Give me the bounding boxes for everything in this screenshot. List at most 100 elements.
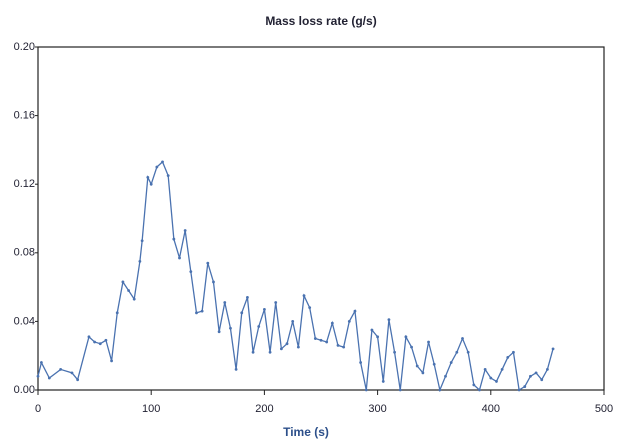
data-point bbox=[140, 239, 144, 243]
data-point bbox=[512, 350, 515, 354]
x-tick-label: 300 bbox=[368, 403, 386, 415]
data-point bbox=[506, 356, 510, 359]
data-point bbox=[364, 388, 368, 392]
y-tick-label: 0.16 bbox=[14, 110, 35, 122]
x-tick-label: 500 bbox=[595, 403, 613, 415]
data-point bbox=[421, 371, 425, 375]
data-point bbox=[251, 350, 255, 354]
data-point bbox=[47, 376, 51, 380]
data-point bbox=[146, 175, 150, 179]
data-point bbox=[149, 182, 153, 186]
data-point bbox=[138, 259, 142, 263]
data-point bbox=[410, 345, 413, 349]
data-point bbox=[461, 337, 464, 340]
x-tick-label: 200 bbox=[255, 403, 273, 415]
data-point bbox=[76, 378, 80, 382]
data-point bbox=[104, 338, 108, 342]
data-point bbox=[325, 340, 329, 344]
data-point bbox=[223, 301, 227, 304]
data-point bbox=[268, 350, 272, 354]
data-point bbox=[39, 361, 43, 364]
data-point bbox=[393, 350, 396, 354]
data-point bbox=[59, 368, 63, 371]
y-tick-label: 0.04 bbox=[14, 315, 35, 327]
data-point bbox=[70, 371, 74, 375]
data-point bbox=[285, 342, 289, 346]
data-point bbox=[234, 368, 238, 371]
data-point bbox=[455, 350, 459, 354]
data-point bbox=[376, 335, 379, 339]
data-point bbox=[444, 374, 447, 378]
data-point bbox=[110, 359, 113, 363]
data-point bbox=[87, 335, 91, 339]
data-point bbox=[206, 261, 210, 265]
data-point bbox=[438, 388, 442, 392]
x-tick-label: 0 bbox=[35, 403, 41, 415]
data-point bbox=[183, 229, 187, 232]
data-point bbox=[229, 326, 232, 330]
data-point bbox=[398, 388, 402, 392]
data-point bbox=[155, 165, 159, 169]
data-point bbox=[546, 368, 549, 371]
data-point bbox=[432, 362, 436, 366]
y-tick-label: 0.12 bbox=[14, 178, 35, 190]
data-point bbox=[449, 361, 453, 364]
data-point bbox=[240, 311, 244, 315]
data-point bbox=[353, 309, 357, 313]
data-point bbox=[540, 378, 544, 382]
data-point bbox=[387, 318, 391, 322]
data-point bbox=[161, 160, 164, 164]
data-point bbox=[381, 380, 385, 383]
data-point bbox=[489, 376, 493, 380]
data-point bbox=[189, 270, 193, 274]
data-point bbox=[127, 289, 130, 292]
data-point bbox=[529, 374, 532, 378]
data-point bbox=[495, 380, 498, 383]
data-point bbox=[132, 297, 136, 301]
chart-title: Mass loss rate (g/s) bbox=[265, 14, 376, 28]
data-point bbox=[483, 368, 487, 371]
data-point bbox=[217, 330, 221, 334]
data-point bbox=[178, 256, 181, 260]
data-point bbox=[257, 325, 261, 328]
data-point bbox=[263, 307, 266, 311]
data-point bbox=[500, 368, 504, 371]
data-point bbox=[370, 328, 374, 332]
data-point bbox=[212, 280, 215, 284]
data-point bbox=[319, 338, 323, 342]
x-tick-label: 400 bbox=[482, 403, 500, 415]
data-point bbox=[274, 301, 278, 304]
data-point bbox=[302, 294, 306, 298]
data-point bbox=[551, 347, 555, 351]
x-axis-label: Time (s) bbox=[283, 425, 329, 439]
data-point bbox=[166, 174, 170, 178]
data-point bbox=[523, 385, 527, 388]
data-point bbox=[246, 295, 249, 299]
data-point bbox=[291, 320, 295, 323]
data-point bbox=[415, 364, 419, 368]
data-point bbox=[478, 388, 481, 392]
data-point bbox=[308, 306, 312, 310]
plot-frame bbox=[37, 46, 605, 391]
data-point bbox=[427, 340, 430, 344]
data-point bbox=[172, 237, 176, 241]
y-tick-label: 0.08 bbox=[14, 247, 35, 259]
data-point bbox=[466, 350, 470, 354]
y-tick-label: 0.00 bbox=[14, 384, 35, 396]
data-point bbox=[404, 335, 408, 339]
data-point bbox=[98, 342, 102, 346]
data-point bbox=[472, 383, 476, 387]
data-point bbox=[93, 340, 96, 344]
data-point bbox=[195, 311, 198, 315]
data-line bbox=[37, 160, 554, 393]
data-point bbox=[279, 347, 283, 351]
data-point bbox=[359, 361, 363, 364]
data-point bbox=[517, 388, 521, 392]
x-tick-label: 100 bbox=[142, 403, 160, 415]
data-point bbox=[330, 321, 334, 325]
data-point bbox=[313, 337, 317, 340]
data-point bbox=[200, 309, 204, 313]
data-point bbox=[336, 344, 340, 347]
